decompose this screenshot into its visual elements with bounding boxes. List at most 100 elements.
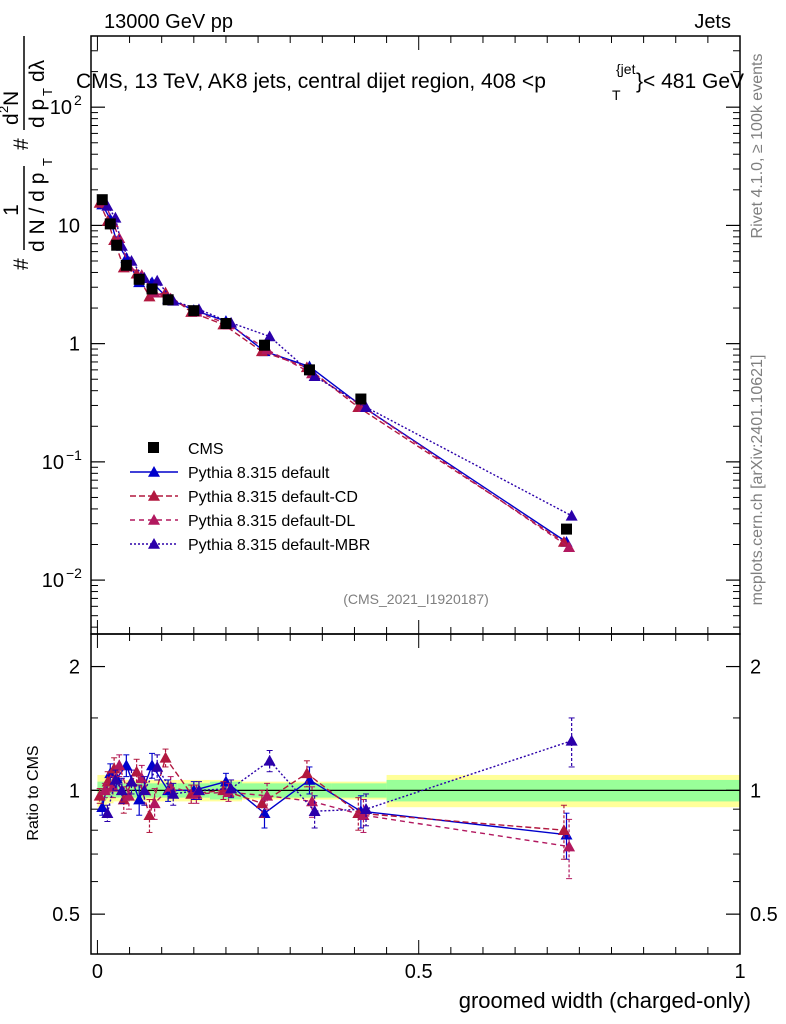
main-point-series-3-9: [263, 330, 276, 342]
ratio-point-series-1-9: [255, 797, 268, 809]
ratio-point-series-3-10: [308, 805, 321, 816]
cms-point-4: [133, 273, 145, 285]
ratio-point-series-3-8: [225, 782, 238, 794]
ratio-point-series-1-6: [159, 751, 172, 763]
ratio-point-series-3-3: [125, 775, 138, 787]
ratio-frame-box: [90, 633, 741, 955]
legend-marker-4: [148, 538, 160, 549]
main-series-layer: [93, 194, 578, 552]
main-ytick-label-0: 10: [42, 570, 64, 592]
ylabel-num2: d: [0, 113, 23, 125]
rivet-version-label: Rivet 4.1.0, ≥ 100k events: [749, 54, 766, 239]
main-ytick-label-2: 1: [69, 334, 80, 356]
ratio-point-series-3-2: [115, 784, 128, 796]
cms-point-6: [162, 294, 174, 306]
ratio-point-series-0-4: [133, 793, 146, 805]
cms-point-5: [146, 283, 158, 295]
cms-point-11: [355, 393, 367, 405]
legend-label-2: Pythia 8.315 default-CD: [188, 489, 358, 506]
title-end: }< 481 GeV: [636, 70, 744, 93]
ratio-point-series-3-1: [109, 773, 122, 785]
main-ytick-exp-1: −1: [66, 447, 82, 463]
main-point-series-2-12: [563, 541, 576, 552]
cms-point-7: [188, 305, 200, 317]
ratio-point-series-3-7: [192, 784, 205, 796]
ratio-point-series-2-4: [135, 772, 148, 784]
ratio-point-series-1-5: [143, 809, 156, 821]
main-line-series-3: [106, 205, 572, 517]
cms-point-2: [111, 239, 123, 251]
cms-point-3: [120, 259, 132, 271]
ratio-point-series-1-2: [108, 762, 121, 774]
legend-marker-cms: [148, 442, 159, 453]
mcplots-label: mcplots.cern.ch [arXiv:2401.10621]: [749, 355, 766, 606]
ratio-ytick-label-right-2: 2: [750, 657, 761, 679]
legend-marker-2: [148, 490, 160, 501]
ratio-point-series-3-0: [101, 807, 114, 818]
ratio-ytick-label-1: 1: [69, 780, 80, 802]
ratio-point-series-0-0: [96, 801, 109, 812]
title-subscript: T: [612, 87, 621, 103]
legend-marker-1: [148, 466, 160, 477]
energy-label: 13000 GeV pp: [104, 11, 233, 33]
ylabel-den2-tail: dλ: [26, 59, 49, 82]
main-point-series-3-5: [151, 274, 164, 286]
x-axis-label: groomed width (charged-only): [459, 988, 751, 1013]
legend-label-1: Pythia 8.315 default: [188, 465, 330, 482]
ylabel-den: d N / d p: [26, 173, 49, 252]
xtick-label-0: 0: [92, 961, 103, 983]
ratio-ytick-label-2: 2: [69, 657, 80, 679]
main-point-series-1-12: [557, 536, 570, 547]
xtick-label-1: 0.5: [405, 961, 433, 983]
ratio-point-series-2-3: [122, 789, 135, 801]
xtick-label-2: 1: [734, 961, 745, 983]
ylabel-hash: #: [10, 258, 33, 270]
ratio-point-series-2-5: [148, 797, 161, 809]
legend-marker-3: [148, 514, 160, 525]
ratio-point-series-3-9: [263, 754, 276, 766]
title-main: CMS, 13 TeV, AK8 jets, central dijet reg…: [76, 70, 546, 93]
main-ytick-exp-4: 2: [74, 92, 82, 108]
ratio-point-series-3-4: [138, 784, 151, 796]
ratio-point-series-2-9: [261, 789, 274, 801]
ratio-point-series-1-10: [300, 767, 313, 779]
y-axis-label: # 1 d N / d p T # d 2 N d p T dλ: [0, 36, 55, 270]
cms-point-1: [104, 218, 116, 230]
category-label: Jets: [694, 11, 731, 33]
ylabel-num2-sup: 2: [0, 106, 11, 113]
plot-title: CMS, 13 TeV, AK8 jets, central dijet reg…: [76, 61, 744, 103]
ratio-point-series-2-12: [563, 840, 576, 852]
ylabel-den2-sub: T: [40, 88, 55, 96]
main-ytick-label-3: 10: [58, 215, 80, 237]
analysis-id: (CMS_2021_I1920187): [343, 591, 489, 607]
ratio-ytick-label-0: 0.5: [52, 904, 80, 926]
legend-label-0: CMS: [188, 441, 224, 458]
ratio-ytick-label-right-0: 0.5: [750, 904, 778, 926]
cms-point-9: [258, 339, 270, 351]
main-ytick-label-1: 10: [42, 452, 64, 474]
cms-point-10: [303, 364, 315, 376]
cms-point-0: [96, 194, 108, 206]
ratio-point-series-3-5: [151, 760, 164, 772]
ylabel-num2-tail: N: [0, 91, 23, 106]
ratio-point-series-0-9: [258, 807, 271, 818]
ratio-point-series-3-6: [167, 787, 180, 799]
main-point-series-3-10: [308, 370, 321, 382]
ratio-panel: 0.5 0.5 1 1 2 2 0 0.5 1: [52, 633, 778, 983]
title-superscript: {jet: [616, 61, 636, 77]
ratio-point-series-2-0: [98, 784, 111, 796]
ylabel-hash2: #: [10, 138, 33, 150]
ratio-point-series-2-2: [113, 759, 126, 771]
ratio-point-series-2-11: [357, 809, 370, 821]
ratio-series-layer: [93, 717, 578, 880]
legend-label-3: Pythia 8.315 default-DL: [188, 513, 355, 530]
main-point-series-3-11: [360, 401, 373, 412]
main-point-series-3-0: [101, 199, 114, 211]
ylabel-one: 1: [0, 204, 23, 216]
main-ytick-exp-0: −2: [66, 565, 82, 581]
ratio-point-series-1-12: [557, 824, 570, 836]
ylabel-den2: d p: [26, 99, 49, 128]
main-point-series-3-12: [565, 509, 578, 521]
ratio-ytick-label-right-1: 1: [750, 780, 761, 802]
legend: CMS Pythia 8.315 default Pythia 8.315 defa…: [130, 441, 370, 554]
